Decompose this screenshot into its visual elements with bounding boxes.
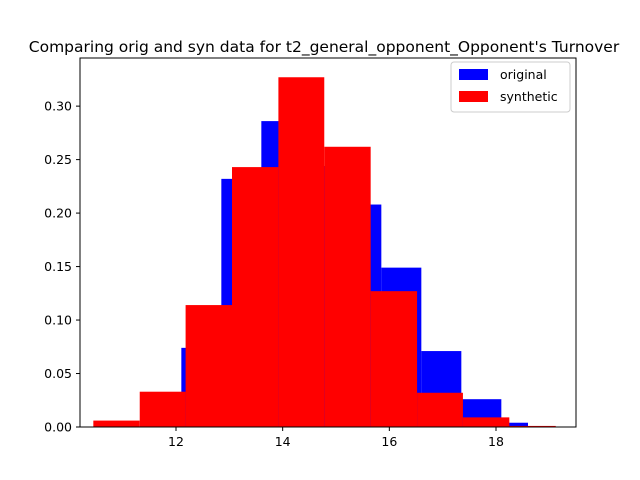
- synthetic-bar-2: [185, 305, 232, 427]
- x-tick-label: 14: [275, 434, 291, 449]
- synthetic-bar-8: [462, 417, 510, 427]
- original-bar-9: [501, 422, 528, 427]
- legend: original synthetic: [450, 61, 571, 113]
- y-tick-label: 0.00: [44, 420, 72, 435]
- synthetic-bar-1: [139, 391, 186, 427]
- y-tick-label: 0.25: [44, 152, 72, 167]
- legend-swatch-synthetic: [459, 91, 488, 102]
- axes: 12 14 16 18 0.00 0.05 0.10 0.15 0.20 0.25 0.30: [44, 57, 577, 449]
- synthetic-bar-9: [509, 425, 556, 427]
- synthetic-bar-5: [324, 146, 371, 427]
- y-tick-label: 0.20: [44, 206, 72, 221]
- synthetic-bar-0: [93, 420, 140, 427]
- synthetic-bar-4: [278, 77, 325, 428]
- legend-label-synthetic: synthetic: [500, 89, 558, 104]
- synthetic-bar-3: [232, 167, 279, 428]
- y-tick-label: 0.10: [44, 313, 72, 328]
- legend-label-original: original: [500, 67, 547, 82]
- x-tick-label: 16: [381, 434, 397, 449]
- synthetic-bar-6: [370, 291, 418, 427]
- x-tick-label: 12: [168, 434, 184, 449]
- legend-swatch-original: [459, 69, 488, 80]
- axes-frame: [79, 57, 577, 428]
- y-tick-label: 0.30: [44, 99, 72, 114]
- chart-title: Comparing orig and syn data for t2_gener…: [29, 38, 620, 57]
- y-tick-label: 0.15: [44, 259, 72, 274]
- series-synthetic: [93, 77, 556, 428]
- synthetic-bar-7: [417, 392, 463, 427]
- plot-area: [93, 77, 556, 428]
- y-tick-label: 0.05: [44, 366, 72, 381]
- x-tick-label: 18: [488, 434, 504, 449]
